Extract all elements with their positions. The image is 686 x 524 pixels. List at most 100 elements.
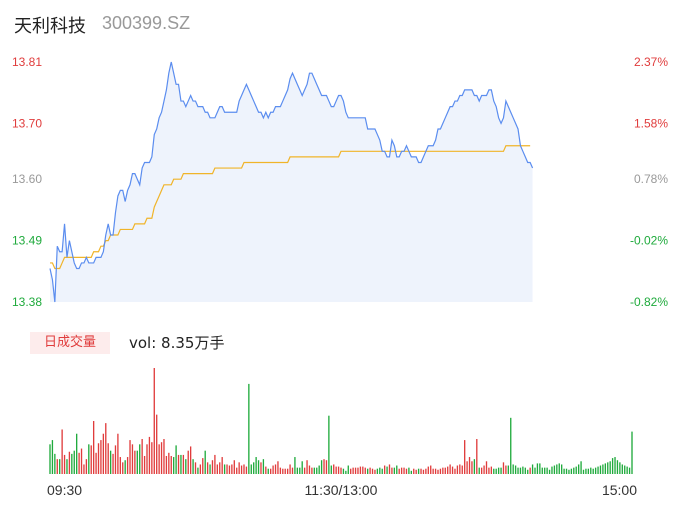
volume-bar xyxy=(480,467,483,474)
volume-bar xyxy=(534,467,536,474)
volume-bar xyxy=(497,467,500,474)
volume-bar xyxy=(236,467,238,474)
volume-bar xyxy=(427,466,429,474)
volume-bar xyxy=(216,464,218,474)
volume-bar xyxy=(129,440,131,474)
volume-bar xyxy=(611,458,614,474)
volume-bar xyxy=(51,440,54,474)
volume-bar xyxy=(488,467,490,474)
volume-bar xyxy=(325,460,328,474)
volume-bar xyxy=(456,465,459,474)
volume-bar xyxy=(345,470,347,474)
volume-bar xyxy=(415,469,417,474)
volume-tag[interactable]: 日成交量 xyxy=(30,332,110,354)
volume-bar xyxy=(301,461,303,474)
volume-bar xyxy=(621,464,623,474)
volume-bar xyxy=(308,465,311,474)
volume-bar xyxy=(209,464,211,474)
volume-bar xyxy=(490,466,493,474)
volume-bar xyxy=(340,467,342,474)
volume-bar xyxy=(563,468,565,474)
volume-bar xyxy=(594,467,597,474)
volume-bar xyxy=(139,444,141,474)
volume-bar xyxy=(410,470,412,474)
volume-bar xyxy=(507,465,509,474)
price-line xyxy=(49,61,534,303)
volume-bar xyxy=(238,462,240,474)
volume-bar xyxy=(306,460,308,474)
volume-bar xyxy=(180,454,182,474)
volume-bar xyxy=(54,453,56,474)
price-tick-label: 13.38 xyxy=(12,295,42,309)
volume-bar xyxy=(548,469,551,474)
volume-bar xyxy=(185,459,187,474)
volume-bar xyxy=(245,466,248,474)
volume-bar xyxy=(408,467,410,474)
volume-bar xyxy=(107,443,109,474)
volume-bar xyxy=(371,468,374,474)
volume-bar xyxy=(478,467,480,474)
volume-bar xyxy=(541,467,543,474)
volume-bar xyxy=(362,466,364,474)
volume-bar xyxy=(413,468,415,474)
volume-bar xyxy=(211,460,214,474)
volume-bar xyxy=(364,467,366,474)
volume-bar xyxy=(352,467,354,474)
volume-bar xyxy=(151,442,153,474)
volume-bar xyxy=(71,453,73,474)
volume-bar xyxy=(536,463,539,474)
volume-bar xyxy=(136,450,138,474)
volume-bar xyxy=(112,453,114,474)
percent-tick-label: 0.78% xyxy=(634,172,668,186)
percent-tick-label: -0.02% xyxy=(630,234,668,248)
volume-bar xyxy=(449,464,451,474)
volume-bar xyxy=(519,467,522,474)
volume-bar xyxy=(248,383,250,474)
volume-bar xyxy=(76,433,78,474)
volume-bar xyxy=(398,468,400,474)
volume-bar xyxy=(59,459,61,474)
volume-bar xyxy=(88,444,90,474)
stock-name: 天利科技 xyxy=(14,16,86,37)
volume-bar xyxy=(335,466,337,474)
volume-bar xyxy=(197,467,199,474)
volume-bar xyxy=(432,468,434,474)
volume-bar xyxy=(471,461,473,474)
volume-bar xyxy=(250,464,252,474)
volume-bar xyxy=(291,467,294,474)
volume-bar xyxy=(168,452,170,474)
time-tick-label: 09:30 xyxy=(47,482,82,498)
price-area xyxy=(50,62,533,302)
volume-bar xyxy=(126,457,129,474)
volume-bar xyxy=(386,466,388,474)
volume-bar xyxy=(388,464,391,474)
volume-bar xyxy=(495,468,497,474)
volume-bar xyxy=(320,460,323,474)
volume-bar xyxy=(546,467,548,474)
volume-bar xyxy=(119,457,121,474)
price-tick-label: 13.49 xyxy=(12,234,42,248)
volume-bar xyxy=(214,454,216,474)
volume-bar xyxy=(177,454,180,474)
volume-bar xyxy=(616,460,619,474)
volume-bar xyxy=(558,463,560,474)
volume-bar xyxy=(122,462,124,474)
volume-bar xyxy=(156,414,158,474)
volume-bar xyxy=(464,440,466,474)
volume-bar xyxy=(83,464,85,474)
volume-bar xyxy=(400,467,403,474)
percent-tick-label: 1.58% xyxy=(634,116,668,130)
volume-bar xyxy=(396,465,398,474)
volume-bar xyxy=(311,467,313,474)
volume-bar xyxy=(85,459,88,474)
volume-bar xyxy=(284,468,286,474)
volume-bar xyxy=(624,465,626,474)
volume-bar xyxy=(100,440,102,474)
volume-bar xyxy=(466,461,468,474)
volume-bar xyxy=(417,468,420,474)
volume-bar xyxy=(517,467,519,474)
volume-bar xyxy=(131,444,134,474)
volume-bar xyxy=(316,467,318,474)
volume-summary: vol: 8.35万手 xyxy=(129,334,225,352)
volume-bar xyxy=(68,451,71,474)
